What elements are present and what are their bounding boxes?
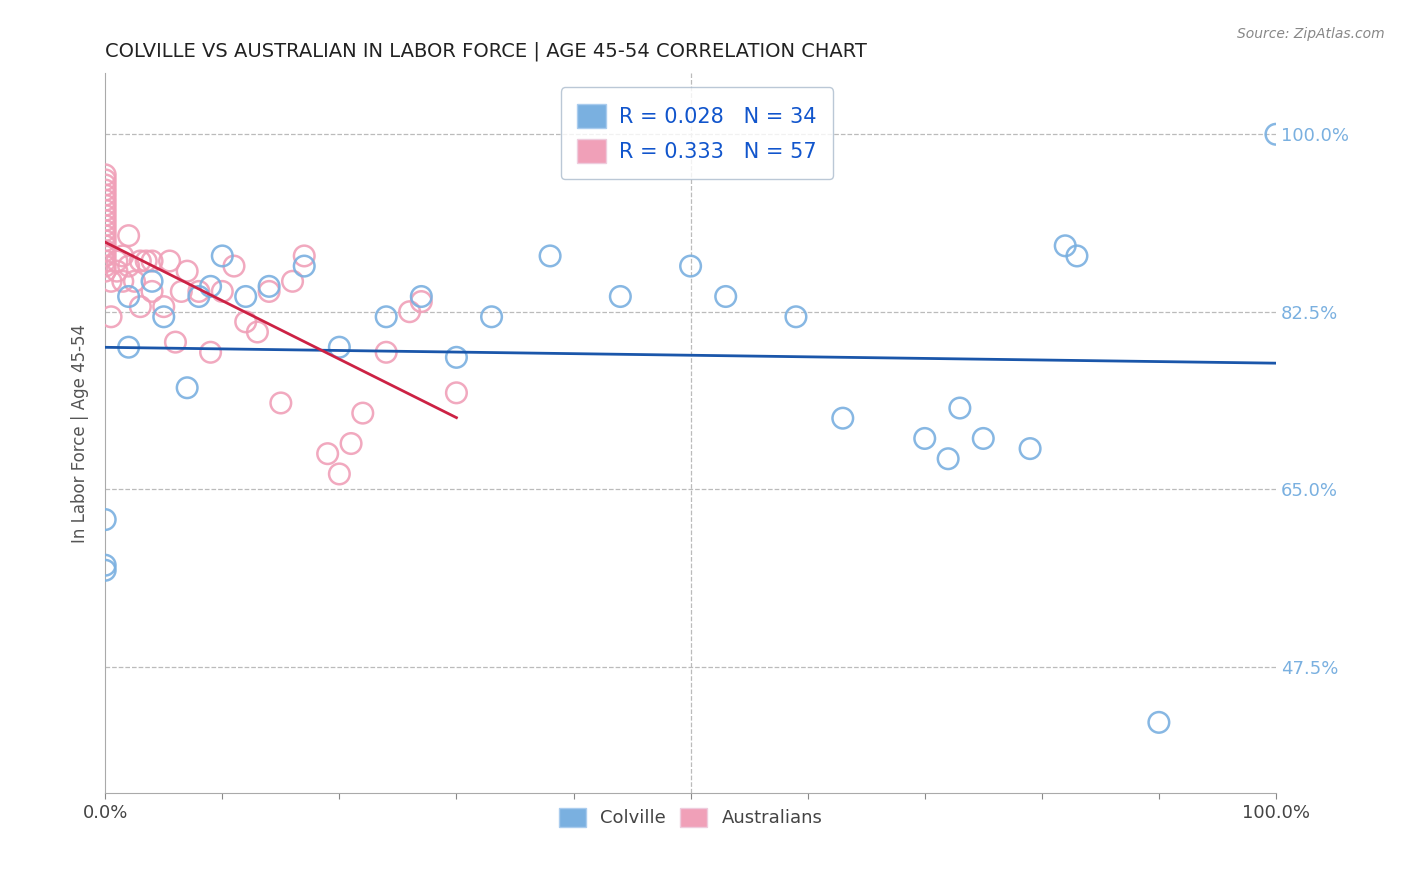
Point	[94, 558, 117, 573]
Point	[94, 563, 117, 577]
Point	[352, 406, 374, 420]
Y-axis label: In Labor Force | Age 45-54: In Labor Force | Age 45-54	[72, 324, 89, 543]
Point	[785, 310, 807, 324]
Point	[281, 274, 304, 288]
Point	[914, 432, 936, 446]
Point	[1019, 442, 1042, 456]
Point	[200, 345, 222, 359]
Point	[94, 224, 117, 238]
Point	[94, 512, 117, 526]
Point	[949, 401, 972, 415]
Point	[316, 447, 339, 461]
Point	[222, 259, 245, 273]
Point	[235, 289, 257, 303]
Point	[141, 285, 163, 299]
Point	[411, 294, 433, 309]
Point	[94, 203, 117, 218]
Point	[257, 285, 280, 299]
Point	[481, 310, 503, 324]
Point	[1147, 715, 1170, 730]
Point	[111, 274, 134, 288]
Point	[270, 396, 292, 410]
Point	[111, 249, 134, 263]
Point	[375, 345, 398, 359]
Point	[446, 351, 468, 365]
Point	[187, 285, 209, 299]
Point	[94, 208, 117, 222]
Point	[176, 264, 198, 278]
Point	[152, 310, 174, 324]
Point	[1066, 249, 1088, 263]
Point	[211, 285, 233, 299]
Text: Source: ZipAtlas.com: Source: ZipAtlas.com	[1237, 27, 1385, 41]
Point	[117, 228, 139, 243]
Point	[411, 289, 433, 303]
Point	[129, 254, 152, 268]
Point	[105, 254, 128, 268]
Point	[94, 213, 117, 227]
Point	[170, 285, 193, 299]
Point	[141, 254, 163, 268]
Point	[538, 249, 561, 263]
Point	[235, 315, 257, 329]
Point	[609, 289, 631, 303]
Point	[94, 183, 117, 197]
Point	[94, 198, 117, 212]
Point	[94, 188, 117, 202]
Point	[94, 239, 117, 253]
Text: COLVILLE VS AUSTRALIAN IN LABOR FORCE | AGE 45-54 CORRELATION CHART: COLVILLE VS AUSTRALIAN IN LABOR FORCE | …	[105, 42, 868, 62]
Point	[94, 264, 117, 278]
Point	[165, 335, 187, 350]
Point	[152, 300, 174, 314]
Point	[292, 249, 315, 263]
Legend: Colville, Australians: Colville, Australians	[551, 800, 830, 835]
Point	[398, 304, 420, 318]
Point	[292, 259, 315, 273]
Point	[446, 385, 468, 400]
Point	[831, 411, 853, 425]
Point	[94, 259, 117, 273]
Point	[328, 467, 350, 481]
Point	[100, 274, 122, 288]
Point	[1265, 128, 1288, 142]
Point	[176, 381, 198, 395]
Point	[375, 310, 398, 324]
Point	[94, 178, 117, 192]
Point	[129, 300, 152, 314]
Point	[117, 259, 139, 273]
Point	[246, 325, 269, 339]
Point	[159, 254, 181, 268]
Point	[117, 289, 139, 303]
Point	[105, 264, 128, 278]
Point	[679, 259, 702, 273]
Point	[211, 249, 233, 263]
Point	[936, 451, 959, 466]
Point	[94, 193, 117, 207]
Point	[94, 254, 117, 268]
Point	[328, 340, 350, 354]
Point	[100, 310, 122, 324]
Point	[124, 274, 146, 288]
Point	[117, 340, 139, 354]
Point	[94, 168, 117, 182]
Point	[94, 234, 117, 248]
Point	[187, 289, 209, 303]
Point	[1054, 239, 1077, 253]
Point	[135, 254, 157, 268]
Point	[200, 279, 222, 293]
Point	[94, 244, 117, 258]
Point	[94, 173, 117, 187]
Point	[94, 249, 117, 263]
Point	[340, 436, 363, 450]
Point	[94, 219, 117, 233]
Point	[972, 432, 994, 446]
Point	[141, 274, 163, 288]
Point	[257, 279, 280, 293]
Point	[94, 228, 117, 243]
Point	[714, 289, 737, 303]
